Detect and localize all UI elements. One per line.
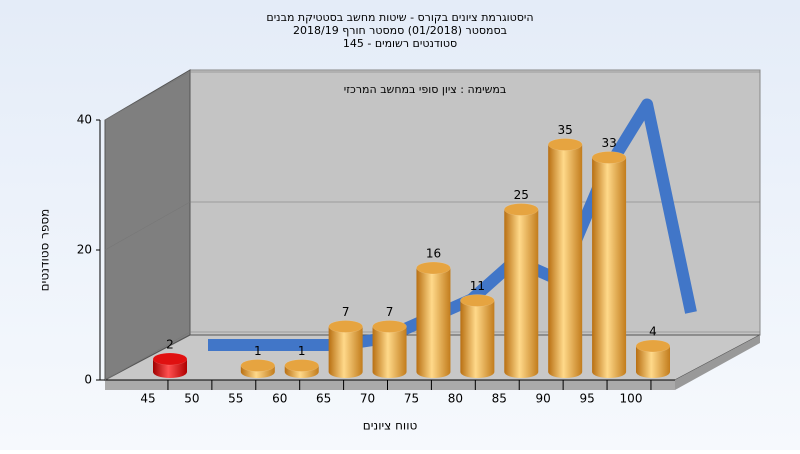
data-label: 1 — [254, 344, 262, 358]
bar-body — [592, 157, 627, 378]
bar-top — [284, 359, 319, 372]
bar-top — [328, 320, 363, 333]
bar-top — [240, 359, 276, 372]
data-label: 7 — [386, 305, 394, 319]
side-wall — [104, 69, 191, 381]
chart-subtitle: במשימה : ציון סופי במחשב המרכזי — [344, 83, 507, 96]
bar-top — [416, 261, 451, 275]
bar — [240, 359, 276, 378]
x-tick-label: 100 — [620, 392, 643, 406]
y-tick-label: 20 — [77, 243, 92, 257]
bar-top — [460, 294, 495, 307]
bar-body — [328, 326, 363, 378]
x-tick-label: 75 — [404, 392, 419, 406]
chart-title-line: היסטוגרמת ציונים בקורס - שיטות מחשב בסטט… — [266, 11, 533, 24]
x-tick-label: 55 — [228, 392, 243, 406]
floor-front — [105, 380, 675, 390]
data-label: 25 — [514, 188, 529, 202]
data-label: 33 — [601, 136, 616, 150]
bar-body — [548, 144, 583, 378]
bar — [635, 339, 671, 378]
data-label: 1 — [298, 344, 306, 358]
bar-top — [635, 339, 671, 353]
bar-top — [591, 151, 627, 164]
bar-body — [372, 326, 407, 378]
grid-line — [104, 71, 760, 121]
y-tick-label: 40 — [77, 113, 92, 127]
x-tick-label: 65 — [316, 392, 331, 406]
bar-top — [152, 352, 188, 366]
bar-body — [636, 346, 670, 378]
x-tick-label: 70 — [360, 392, 375, 406]
y-axis-title: מספר סטודנטים — [38, 209, 52, 292]
bar-top — [372, 320, 407, 333]
bar — [504, 203, 539, 378]
bar-top — [547, 138, 583, 151]
chart-title-line: 145 - סטודנטים רשומים — [343, 37, 457, 50]
x-tick-label: 60 — [272, 392, 287, 406]
data-label: 2 — [166, 338, 174, 352]
floor-edge — [675, 335, 760, 390]
data-label: 4 — [649, 325, 657, 339]
bar — [460, 294, 495, 378]
data-label: 35 — [558, 123, 573, 137]
data-label: 11 — [470, 279, 485, 293]
x-tick-label: 95 — [579, 392, 594, 406]
x-tick-label: 45 — [140, 392, 155, 406]
x-tick-label: 85 — [492, 392, 507, 406]
bar-top — [504, 203, 539, 216]
bar — [416, 261, 451, 378]
bar-body — [504, 209, 539, 378]
x-tick-label: 80 — [448, 392, 463, 406]
bar — [284, 359, 319, 378]
bar — [372, 320, 407, 378]
x-axis-title: טווח ציונים — [363, 419, 418, 433]
bar-body — [416, 268, 451, 378]
x-tick-label: 90 — [536, 392, 551, 406]
bar — [152, 352, 188, 378]
bar — [591, 151, 627, 378]
data-label: 7 — [342, 305, 350, 319]
x-tick-label: 50 — [184, 392, 199, 406]
data-label: 16 — [426, 247, 441, 261]
bar — [547, 138, 583, 378]
y-tick-label: 0 — [84, 373, 92, 387]
chart-title-line: בסמסטר (01/2018) סמסטר חורף 2018/19 — [293, 24, 507, 37]
bar-body — [460, 300, 495, 378]
bar — [328, 320, 363, 378]
